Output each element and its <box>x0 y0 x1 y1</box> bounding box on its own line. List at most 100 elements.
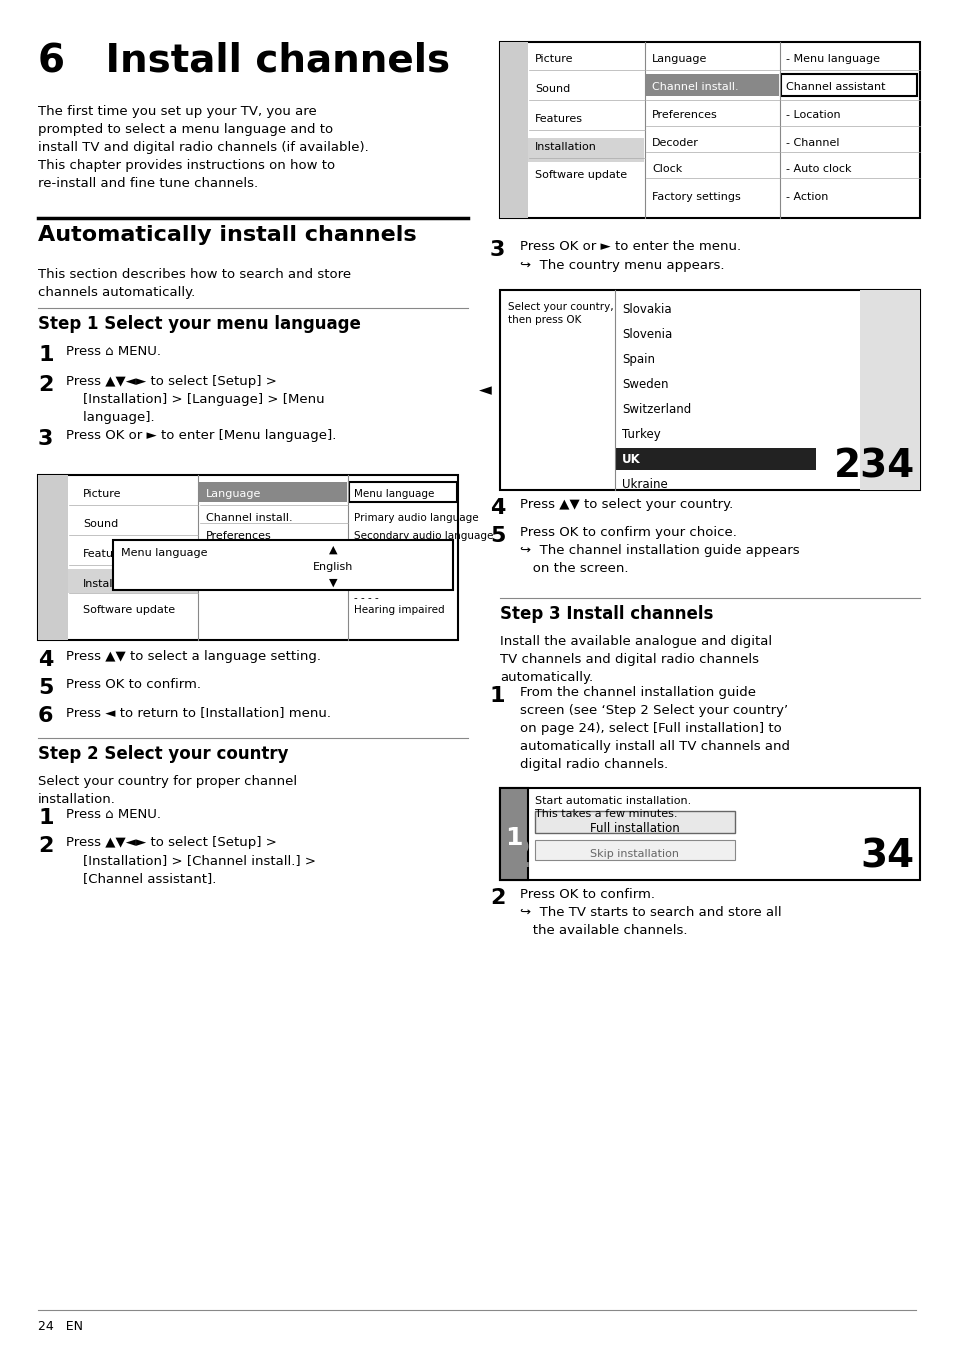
Bar <box>499 42 527 217</box>
Text: Menu language: Menu language <box>121 548 208 558</box>
Text: Press ▲▼ to select a language setting.: Press ▲▼ to select a language setting. <box>66 649 320 663</box>
Bar <box>499 788 527 880</box>
Text: Press ⌂ MENU.: Press ⌂ MENU. <box>66 346 161 358</box>
Text: Step 1 Select your menu language: Step 1 Select your menu language <box>38 315 360 333</box>
Text: ◄: ◄ <box>478 381 491 400</box>
Text: Step 3 Install channels: Step 3 Install channels <box>499 605 713 622</box>
Text: Turkey: Turkey <box>621 428 660 441</box>
Text: 2: 2 <box>504 837 532 875</box>
Text: Press ▲▼◄► to select [Setup] >
    [Installation] > [Channel install.] >
    [Ch: Press ▲▼◄► to select [Setup] > [Installa… <box>66 836 315 886</box>
Text: 5: 5 <box>490 526 505 545</box>
Text: Hearing impaired: Hearing impaired <box>354 605 444 616</box>
Text: Start automatic installation.
This takes a few minutes.: Start automatic installation. This takes… <box>535 796 691 819</box>
Text: Skip installation: Skip installation <box>590 849 679 859</box>
Bar <box>535 811 734 833</box>
Bar <box>859 290 919 490</box>
Text: 2: 2 <box>38 375 53 396</box>
Text: English: English <box>313 562 353 572</box>
Bar <box>499 290 919 490</box>
Bar <box>499 788 919 880</box>
Text: Slovakia: Slovakia <box>621 302 671 316</box>
Text: Features: Features <box>535 113 582 124</box>
Bar <box>38 475 457 640</box>
Text: 3: 3 <box>38 429 53 450</box>
Text: Sweden: Sweden <box>621 378 668 392</box>
Bar <box>499 42 919 217</box>
Text: Press ◄ to return to [Installation] menu.: Press ◄ to return to [Installation] menu… <box>66 706 331 720</box>
Text: Channel install.: Channel install. <box>651 82 738 92</box>
Text: 2: 2 <box>38 836 53 856</box>
Bar <box>645 74 779 96</box>
Text: Press OK to confirm.
↪  The TV starts to search and store all
   the available c: Press OK to confirm. ↪ The TV starts to … <box>519 888 781 937</box>
Text: 6   Install channels: 6 Install channels <box>38 42 450 80</box>
Text: Language: Language <box>206 489 261 500</box>
Text: From the channel installation guide
screen (see ‘Step 2 Select your country’
on : From the channel installation guide scre… <box>519 686 789 771</box>
Text: Picture: Picture <box>83 489 121 500</box>
Text: 4: 4 <box>490 498 505 518</box>
Text: 1: 1 <box>505 826 522 850</box>
Text: 3: 3 <box>490 240 505 261</box>
Text: Factory settings: Factory settings <box>651 192 740 202</box>
Bar <box>199 482 347 502</box>
Text: Press ⌂ MENU.: Press ⌂ MENU. <box>66 809 161 821</box>
Text: ▼: ▼ <box>329 578 337 589</box>
Text: - Auto clock: - Auto clock <box>785 163 851 174</box>
Text: Press OK to confirm.: Press OK to confirm. <box>66 678 201 691</box>
Text: UK: UK <box>621 454 640 466</box>
Bar <box>112 540 453 590</box>
Text: 1: 1 <box>38 809 53 828</box>
Text: ▲: ▲ <box>329 545 337 555</box>
Bar <box>781 74 916 96</box>
Text: Channel assistant: Channel assistant <box>785 82 884 92</box>
Text: The first time you set up your TV, you are
prompted to select a menu language an: The first time you set up your TV, you a… <box>38 105 369 190</box>
Bar <box>499 788 527 880</box>
Bar <box>38 475 68 640</box>
Text: Press OK or ► to enter the menu.
↪  The country menu appears.: Press OK or ► to enter the menu. ↪ The c… <box>519 240 740 271</box>
Text: Slovenia: Slovenia <box>621 328 672 342</box>
Text: Preferences: Preferences <box>206 531 272 541</box>
Text: Secondary audio language: Secondary audio language <box>354 531 493 541</box>
Bar <box>199 482 347 502</box>
Text: Press OK or ► to enter [Menu language].: Press OK or ► to enter [Menu language]. <box>66 429 336 441</box>
Text: Preferences: Preferences <box>651 109 717 120</box>
Text: This section describes how to search and store
channels automatically.: This section describes how to search and… <box>38 269 351 298</box>
Text: Clock: Clock <box>651 163 681 174</box>
Text: Ukraine: Ukraine <box>621 478 667 491</box>
Text: Sound: Sound <box>535 84 570 95</box>
Text: Select your country for proper channel
installation.: Select your country for proper channel i… <box>38 775 296 806</box>
Text: Select your country,
then press OK: Select your country, then press OK <box>507 302 613 325</box>
Text: Automatically install channels: Automatically install channels <box>38 225 416 244</box>
Text: Decoder: Decoder <box>651 138 699 148</box>
Text: - Action: - Action <box>785 192 827 202</box>
Text: Software update: Software update <box>83 605 175 616</box>
Text: Language: Language <box>651 54 706 63</box>
Bar <box>68 568 198 593</box>
Text: 1: 1 <box>490 686 505 706</box>
Text: 4: 4 <box>38 649 53 670</box>
Text: Step 2 Select your country: Step 2 Select your country <box>38 745 288 763</box>
Text: Spain: Spain <box>621 352 655 366</box>
Text: Press OK to confirm your choice.
↪  The channel installation guide appears
   on: Press OK to confirm your choice. ↪ The c… <box>519 526 799 575</box>
Text: Factory settings: Factory settings <box>206 579 294 589</box>
Text: Software update: Software update <box>535 170 626 180</box>
Text: 1: 1 <box>38 346 53 365</box>
Text: Press ▲▼ to select your country.: Press ▲▼ to select your country. <box>519 498 733 512</box>
Text: 6: 6 <box>38 706 53 726</box>
Text: Sound: Sound <box>83 518 118 529</box>
Text: Primary audio language: Primary audio language <box>354 513 478 522</box>
Text: Channel install.: Channel install. <box>206 513 293 522</box>
Text: 34: 34 <box>860 837 914 875</box>
Text: Menu language: Menu language <box>354 489 434 500</box>
Text: - Channel: - Channel <box>785 138 839 148</box>
Text: Features: Features <box>83 549 131 559</box>
Text: - Menu language: - Menu language <box>785 54 879 63</box>
Text: 2: 2 <box>490 888 505 909</box>
Text: - Location: - Location <box>785 109 840 120</box>
Text: 24   EN: 24 EN <box>38 1320 83 1332</box>
Text: Full installation: Full installation <box>590 822 679 836</box>
Bar <box>616 448 815 470</box>
Bar <box>527 138 643 162</box>
Text: 234: 234 <box>833 447 914 485</box>
Text: Switzerland: Switzerland <box>621 404 691 416</box>
Text: - - - -: - - - - <box>354 593 378 603</box>
